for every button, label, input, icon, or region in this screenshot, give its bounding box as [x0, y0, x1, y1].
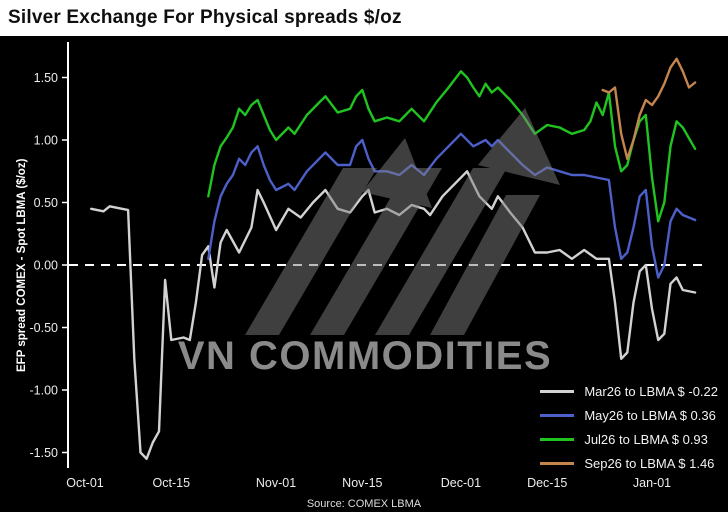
legend-swatch-jul26 — [540, 438, 575, 441]
watermark-arrows — [245, 108, 560, 335]
legend-item-sep26: Sep26 to LBMA $ 1.46 — [540, 456, 718, 471]
y-tick-label: -1.00 — [30, 384, 59, 398]
legend-item-may26: May26 to LBMA $ 0.36 — [540, 408, 718, 423]
legend-label-sep26: Sep26 to LBMA $ 1.46 — [584, 456, 715, 471]
y-tick-label: 0.00 — [34, 259, 58, 273]
chart-title: Silver Exchange For Physical spreads $/o… — [8, 7, 402, 28]
watermark-arrow-shape — [310, 168, 442, 335]
y-tick-label: 1.50 — [34, 71, 58, 85]
legend-item-mar26: Mar26 to LBMA $ -0.22 — [540, 384, 718, 399]
legend-swatch-may26 — [540, 414, 575, 417]
y-tick-label: -0.50 — [30, 321, 59, 335]
x-tick-label: Oct-01 — [66, 476, 104, 490]
y-axis-label: EFP spread COMEX - Spot LBMA ($/oz) — [16, 158, 28, 372]
watermark-arrow-shape — [478, 108, 560, 185]
y-tick-label: 0.50 — [34, 196, 58, 210]
legend: Mar26 to LBMA $ -0.22 May26 to LBMA $ 0.3… — [540, 384, 718, 471]
watermark-arrow-shape — [375, 168, 507, 335]
series-line-mar26 — [89, 170, 697, 460]
series-line-may26 — [207, 132, 697, 279]
x-tick-label: Nov-15 — [342, 476, 382, 490]
watermark-arrow-shape — [430, 195, 540, 335]
series-line-jul26 — [207, 70, 697, 223]
x-tick-label: Dec-01 — [441, 476, 481, 490]
y-tick-label: -1.50 — [30, 446, 59, 460]
watermark-text: VN COMMODITIES — [178, 334, 552, 378]
legend-label-may26: May26 to LBMA $ 0.36 — [584, 408, 716, 423]
x-tick-label: Nov-01 — [256, 476, 296, 490]
y-tick-label: 1.00 — [34, 134, 58, 148]
watermark-arrow-shape — [245, 168, 377, 335]
series-line-sep26 — [601, 57, 697, 161]
legend-item-jul26: Jul26 to LBMA $ 0.93 — [540, 432, 718, 447]
legend-swatch-sep26 — [540, 462, 575, 465]
watermark-arrow-shape — [362, 138, 432, 208]
x-tick-label: Oct-15 — [153, 476, 191, 490]
legend-swatch-mar26 — [540, 390, 575, 393]
title-bar: Silver Exchange For Physical spreads $/o… — [0, 0, 728, 36]
source-caption: Source: COMEX LBMA — [306, 498, 422, 510]
footer-strip — [0, 512, 728, 519]
legend-label-mar26: Mar26 to LBMA $ -0.22 — [584, 384, 718, 399]
x-tick-label: Jan-01 — [633, 476, 671, 490]
legend-label-jul26: Jul26 to LBMA $ 0.93 — [584, 432, 708, 447]
x-tick-label: Dec-15 — [527, 476, 567, 490]
